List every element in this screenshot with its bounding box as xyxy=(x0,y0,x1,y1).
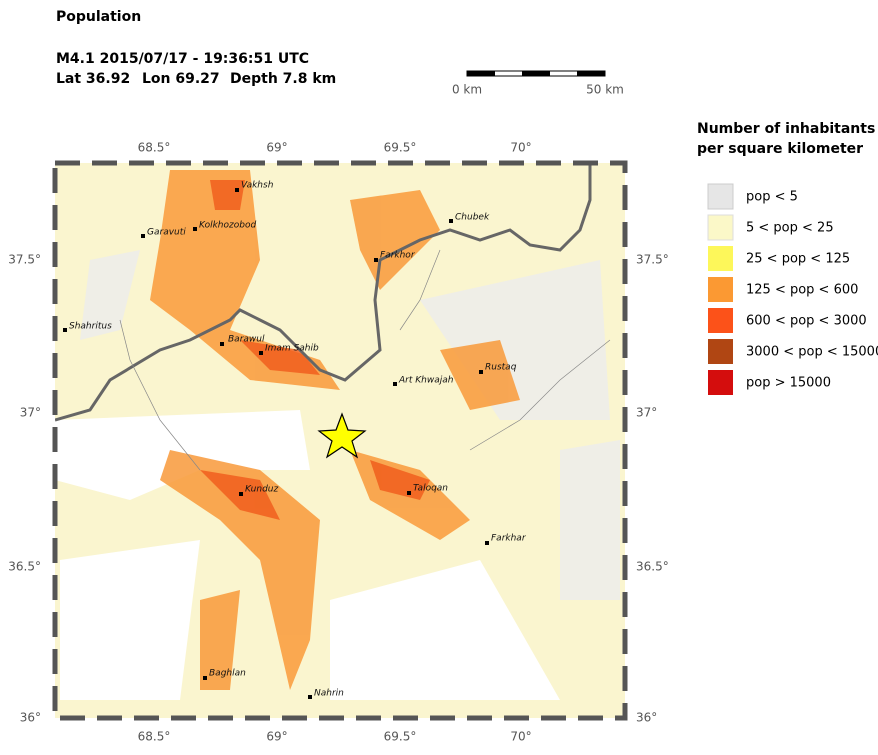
lon-label: 69.5° xyxy=(384,141,417,155)
legend-title: Number of inhabitants xyxy=(697,121,875,137)
map-frame xyxy=(52,160,628,721)
city-label: Art Khwajah xyxy=(398,376,454,386)
lon: Lon 69.27 xyxy=(142,71,220,87)
legend-item: 25 < pop < 125 xyxy=(746,252,850,267)
city-label: Vakhsh xyxy=(241,181,274,191)
legend-item: pop < 5 xyxy=(746,190,798,205)
city-label: Imam Sahib xyxy=(265,344,319,354)
lon-label: 68.5° xyxy=(138,141,171,155)
city-label: Shahritus xyxy=(69,322,112,332)
city-label: Chubek xyxy=(455,213,490,223)
city-label: Rustaq xyxy=(485,363,517,373)
legend-item: 3000 < pop < 15000 xyxy=(746,345,878,360)
depth: Depth 7.8 km xyxy=(230,71,336,87)
legend-item: 600 < pop < 3000 xyxy=(746,314,867,329)
lat-label: 37° xyxy=(20,406,41,420)
city-label: Nahrin xyxy=(314,689,344,699)
city-label: Garavuti xyxy=(147,228,186,238)
legend-item: 125 < pop < 600 xyxy=(746,283,858,298)
lat-label: 36° xyxy=(20,711,41,725)
lat-labels: 37.5° 37° 36.5° 36° 37.5° 37° 36.5° 36° xyxy=(8,253,668,725)
lat-label: 36° xyxy=(636,711,657,725)
cities: Vakhsh Kolkhozobod Garavuti Chubek Farkh… xyxy=(63,181,527,699)
lon-label: 69.5° xyxy=(384,730,417,744)
map xyxy=(55,163,625,718)
lat-label: 36.5° xyxy=(636,560,669,574)
legend-item: 5 < pop < 25 xyxy=(746,221,834,236)
lat: Lat 36.92 xyxy=(56,71,130,87)
scale-bar: 0 km 50 km xyxy=(452,70,624,97)
city-label: Baghlan xyxy=(209,669,246,679)
lon-labels: 68.5° 69° 69.5° 70° 68.5° 69° 69.5° 70° xyxy=(138,141,532,744)
lon-label: 69° xyxy=(266,730,287,744)
scale-end: 50 km xyxy=(586,83,624,97)
city-label: Barawul xyxy=(228,335,265,345)
lon-label: 70° xyxy=(510,141,531,155)
city-label: Taloqan xyxy=(413,484,448,494)
lat-label: 37° xyxy=(636,406,657,420)
city-label: Farkhor xyxy=(380,251,416,261)
lon-label: 68.5° xyxy=(138,730,171,744)
lon-label: 70° xyxy=(510,730,531,744)
event: M4.1 2015/07/17 - 19:36:51 UTC xyxy=(56,51,309,67)
epicenter xyxy=(317,412,367,459)
lat-label: 37.5° xyxy=(636,253,669,267)
legend: Number of inhabitants per square kilomet… xyxy=(697,121,878,395)
city-label: Kunduz xyxy=(245,485,278,495)
title: Population xyxy=(56,9,141,25)
legend-item: pop > 15000 xyxy=(746,376,831,391)
lat-label: 36.5° xyxy=(8,560,41,574)
scale-start: 0 km xyxy=(452,83,482,97)
lon-label: 69° xyxy=(266,141,287,155)
city-label: Kolkhozobod xyxy=(199,221,256,231)
legend-title: per square kilometer xyxy=(697,141,863,157)
lat-label: 37.5° xyxy=(8,253,41,267)
city-label: Farkhar xyxy=(491,534,527,544)
